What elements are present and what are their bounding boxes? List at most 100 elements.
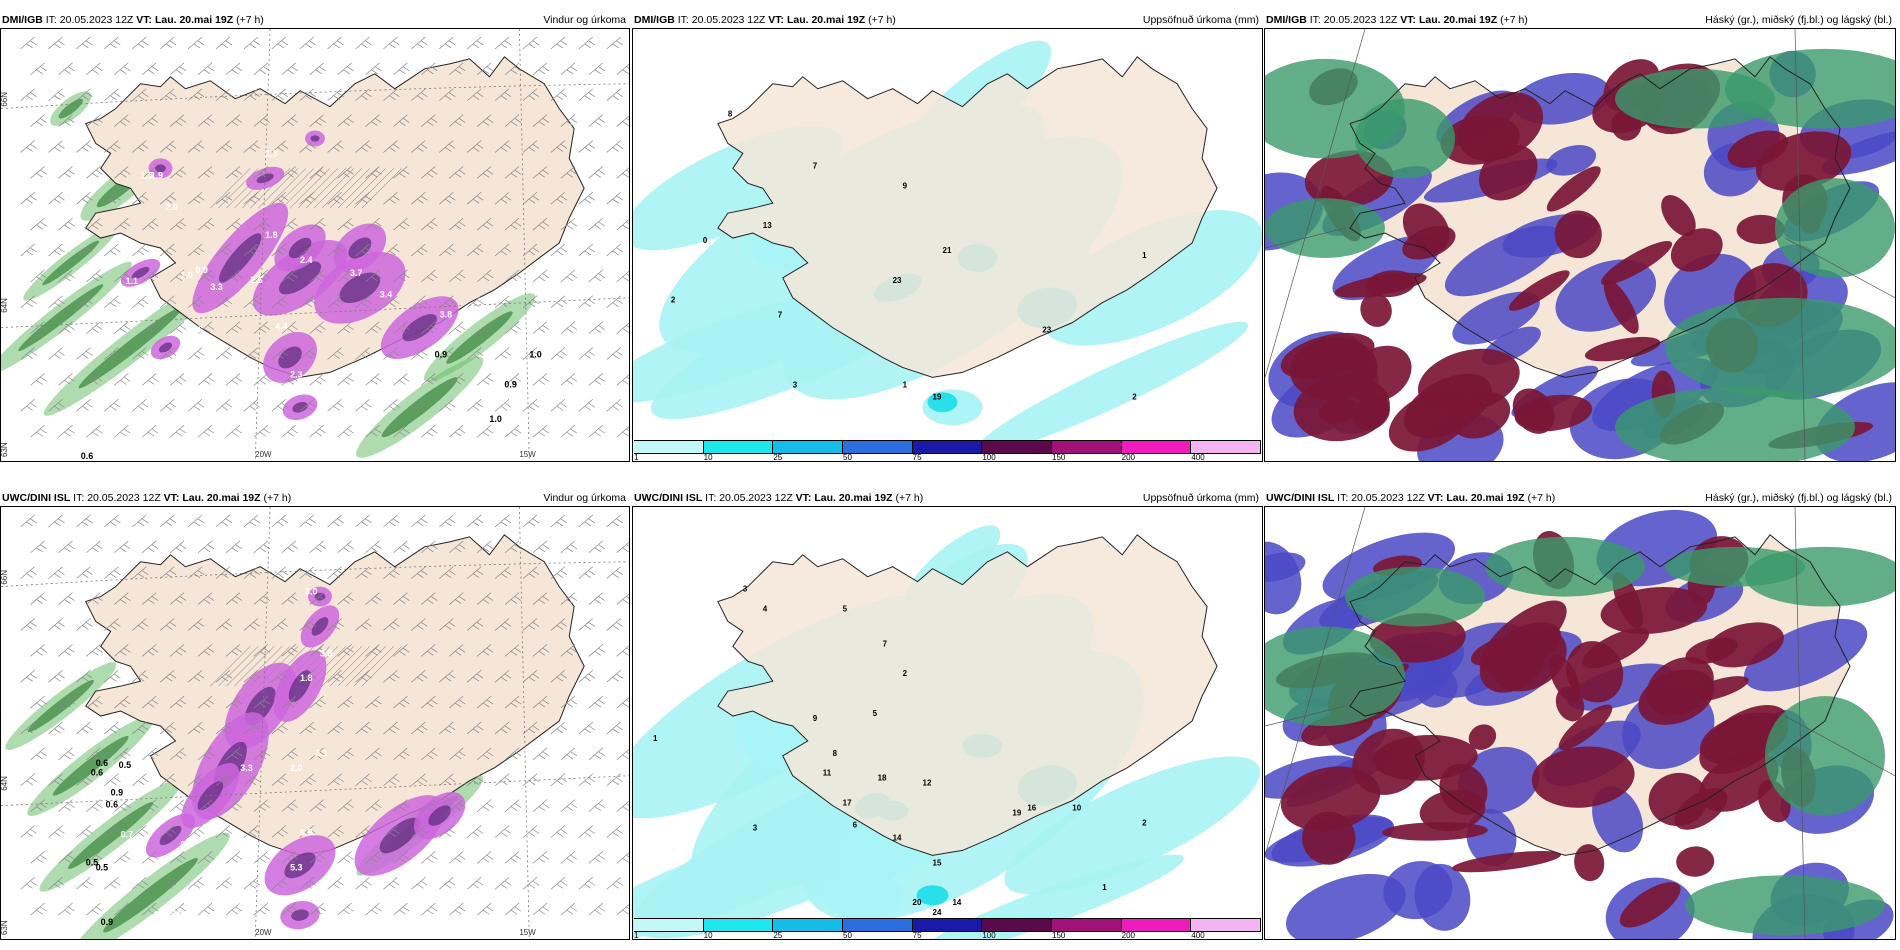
- wind-barb: [365, 114, 382, 127]
- wind-barb: [114, 747, 131, 761]
- wind-barb: [187, 514, 205, 528]
- wind-barb: [271, 191, 288, 205]
- cloud-blob-maroon: [1638, 669, 1715, 725]
- wind-barb: [411, 88, 428, 101]
- precip-blob-core: [311, 617, 329, 636]
- land-fill: [717, 534, 1218, 856]
- wind-barb: [281, 592, 298, 605]
- model-name: UWC/DINI ISL: [1266, 492, 1335, 504]
- wind-barb: [393, 799, 410, 812]
- wind-barb: [243, 669, 261, 683]
- precip-blob-core: [402, 314, 437, 342]
- wind-barb: [271, 243, 288, 257]
- wind-barb: [532, 114, 550, 127]
- wind-barb: [439, 347, 456, 360]
- wind-barb: [504, 747, 522, 761]
- precip-streak-core: [42, 240, 100, 286]
- wind-barb: [104, 514, 121, 528]
- it-value: 20.05.2023 12Z: [1323, 14, 1398, 26]
- legend-ticks: 1 10 25 50 75 100 150 200 400: [634, 931, 1261, 939]
- wind-barb: [383, 295, 400, 308]
- wind-barb: [588, 114, 605, 127]
- wind-barb: [550, 191, 568, 205]
- legend-swatch: [843, 919, 913, 931]
- precip-value: 0.8: [200, 409, 212, 419]
- wind-barb: [271, 36, 288, 50]
- wind-barb: [197, 321, 215, 334]
- wind-barb: [142, 540, 159, 554]
- precip-value: 2.3: [265, 148, 277, 158]
- precip-value: 0.6: [106, 800, 118, 810]
- precip-value: 3.8: [440, 310, 452, 320]
- accum-value: 7: [883, 639, 888, 648]
- wind-barb: [383, 773, 400, 786]
- wind-barb: [588, 424, 605, 438]
- precip-blob-core: [155, 164, 166, 173]
- wind-barb: [449, 799, 466, 812]
- legend-swatch: [773, 441, 844, 453]
- wind-barb: [215, 773, 233, 786]
- cloud-blob-blue: [1743, 618, 1868, 692]
- wind-barb: [393, 851, 410, 864]
- wind-barb: [271, 88, 288, 101]
- latitude-line: [1, 775, 629, 807]
- wind-barb: [606, 566, 623, 579]
- accum-value: 7: [778, 311, 783, 320]
- wind-barb: [86, 321, 103, 334]
- wind-barb: [271, 295, 288, 308]
- cloud-blob-green: [1685, 875, 1885, 936]
- wind-barb: [337, 114, 354, 127]
- precip-band: [633, 292, 865, 403]
- wind-barb: [522, 191, 540, 205]
- wind-barb: [560, 114, 578, 127]
- wind-barb: [132, 773, 149, 786]
- precip-blob-core: [278, 346, 302, 369]
- wind-barb: [271, 566, 288, 579]
- wind-barb: [309, 695, 326, 709]
- wind-barb: [197, 114, 215, 127]
- wind-barb: [466, 243, 484, 257]
- precip-legend: 1 10 25 50 75 100 150 200 400: [634, 918, 1262, 939]
- wind-barb: [393, 747, 410, 761]
- wind-barb: [271, 825, 288, 838]
- wind-barb: [421, 269, 438, 283]
- map-panel-1: DMI/IGB IT: 20.05.2023 12Z VT: Lau. 20.m…: [0, 12, 630, 462]
- wind-barb: [271, 618, 288, 631]
- wind-barb: [20, 243, 37, 257]
- precip-streak-core: [52, 735, 129, 796]
- wind-barb: [383, 669, 400, 683]
- wind-barb: [30, 166, 47, 179]
- wind-barb: [58, 799, 75, 812]
- wind-barb: [20, 399, 37, 412]
- wind-barb: [449, 851, 466, 864]
- wind-barb: [411, 566, 428, 579]
- wind-barb: [532, 851, 550, 864]
- hatch-line: [289, 168, 331, 209]
- panel-header: DMI/IGB IT: 20.05.2023 12Z VT: Lau. 20.m…: [1264, 12, 1896, 28]
- legend-swatch: [1121, 919, 1192, 931]
- wind-barb: [504, 114, 522, 127]
- cloud-blob-maroon: [1512, 388, 1555, 434]
- legend-tick-label: 100: [982, 453, 996, 462]
- cloud-blob-maroon: [1582, 627, 1650, 669]
- vt-label: VT:: [163, 492, 180, 504]
- wind-barb: [393, 644, 410, 657]
- wind-barb: [299, 877, 316, 890]
- wind-barb: [550, 88, 568, 101]
- wind-barb: [439, 877, 456, 890]
- wind-barb: [104, 191, 121, 205]
- wind-barb: [337, 695, 354, 709]
- wind-barb: [588, 799, 605, 812]
- iceland-outline: [717, 534, 1218, 856]
- wind-barb: [476, 902, 494, 916]
- cloud-blob-green: [1355, 98, 1455, 179]
- wind-barb: [578, 669, 595, 683]
- wind-barb: [550, 347, 568, 360]
- it-value: 20.05.2023 12Z: [719, 492, 793, 504]
- wind-barb: [159, 243, 177, 257]
- wind-barb: [58, 851, 75, 864]
- wind-barb: [271, 773, 288, 786]
- wind-barb: [58, 747, 75, 761]
- legend-swatches: [634, 918, 1262, 932]
- wind-barb: [411, 877, 428, 890]
